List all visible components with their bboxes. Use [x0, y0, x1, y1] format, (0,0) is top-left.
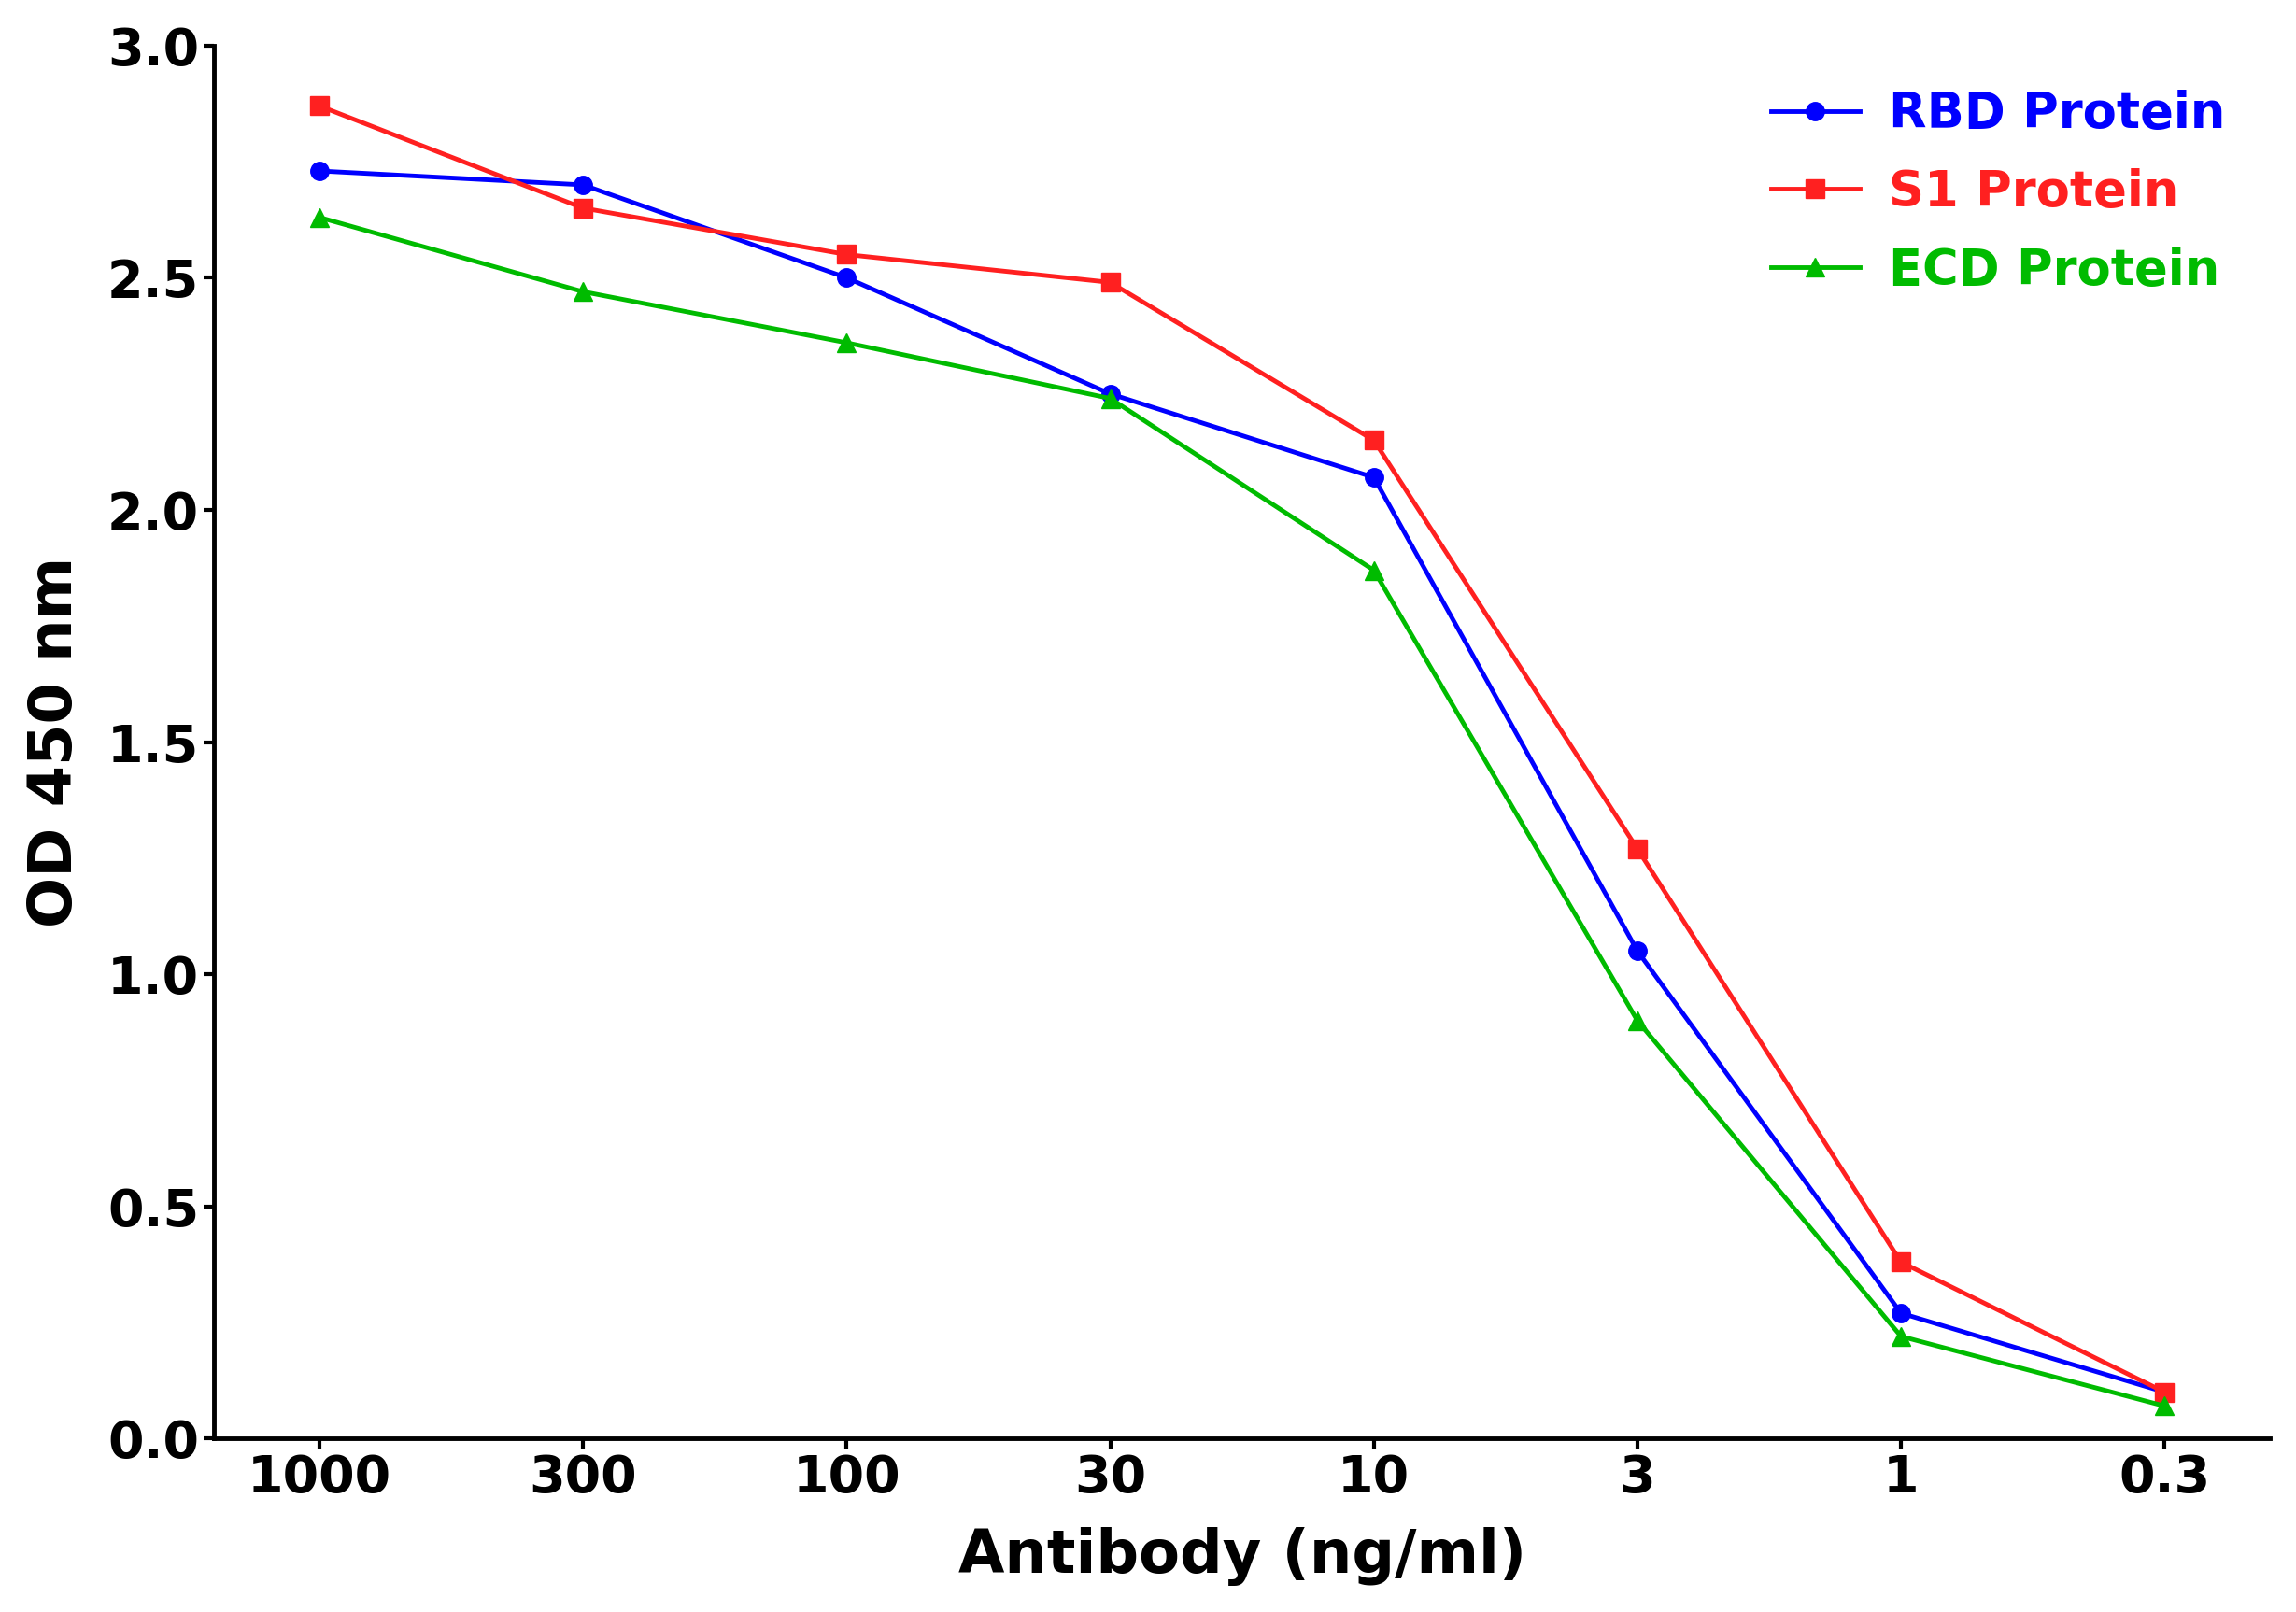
- RBD Protein: [305, 161, 333, 181]
- RBD Protein: [1887, 1304, 1915, 1323]
- ECD Protein: [1887, 1327, 1915, 1346]
- Line: S1 Protein: S1 Protein: [310, 97, 2174, 1401]
- S1 Protein: [569, 198, 597, 218]
- S1 Protein: [1359, 430, 1387, 450]
- ECD Protein: [1359, 561, 1387, 580]
- Y-axis label: OD 450 nm: OD 450 nm: [25, 556, 85, 927]
- RBD Protein: [833, 268, 861, 287]
- S1 Protein: [1887, 1253, 1915, 1272]
- S1 Protein: [833, 245, 861, 264]
- RBD Protein: [1097, 384, 1125, 403]
- ECD Protein: [833, 334, 861, 353]
- ECD Protein: [1097, 388, 1125, 408]
- Line: RBD Protein: RBD Protein: [310, 161, 2174, 1401]
- S1 Protein: [305, 97, 333, 116]
- X-axis label: Antibody (ng/ml): Antibody (ng/ml): [957, 1527, 1527, 1586]
- S1 Protein: [1097, 272, 1125, 292]
- RBD Protein: [2151, 1383, 2179, 1402]
- Legend: RBD Protein, S1 Protein, ECD Protein: RBD Protein, S1 Protein, ECD Protein: [1752, 71, 2245, 314]
- ECD Protein: [1623, 1011, 1651, 1030]
- RBD Protein: [1359, 467, 1387, 487]
- Line: ECD Protein: ECD Protein: [310, 208, 2174, 1415]
- RBD Protein: [1623, 941, 1651, 961]
- S1 Protein: [1623, 840, 1651, 859]
- S1 Protein: [2151, 1383, 2179, 1402]
- ECD Protein: [305, 208, 333, 227]
- ECD Protein: [2151, 1396, 2179, 1415]
- RBD Protein: [569, 176, 597, 195]
- ECD Protein: [569, 282, 597, 301]
